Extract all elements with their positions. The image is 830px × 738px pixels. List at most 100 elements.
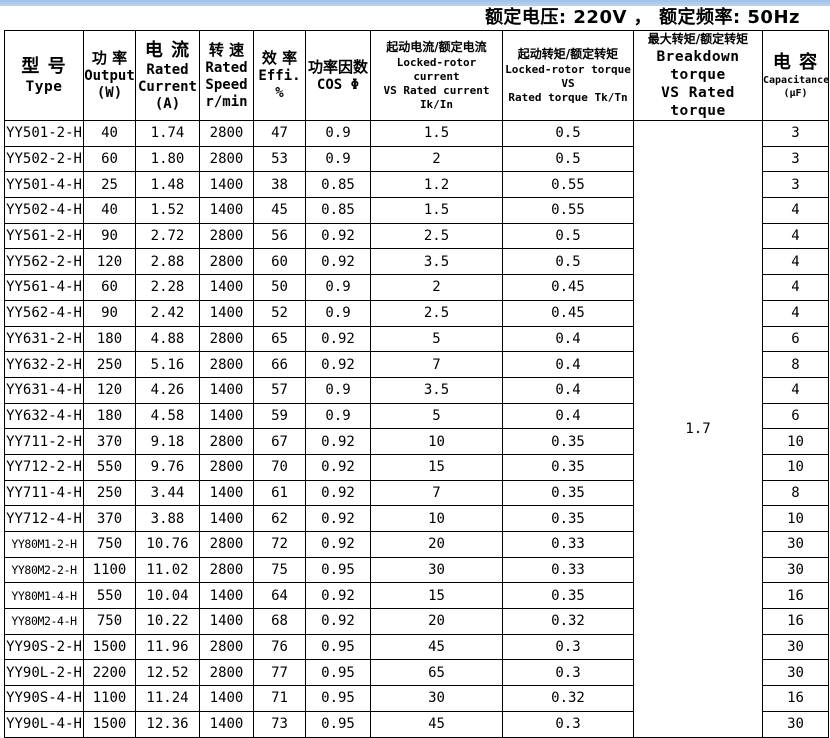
table-row: YY501-4-H 25 1.48 1400 38 0.85 1.2 0.55 3 — [4, 171, 829, 199]
efficiency-cell: 65 — [253, 325, 306, 353]
cos-cell: 0.85 — [305, 197, 371, 224]
cos-cell: 0.92 — [305, 428, 371, 455]
locked-rotor-torque-cell: 0.33 — [502, 556, 634, 584]
header-lrt-en2: Rated torque Tk/Tn — [508, 91, 628, 104]
current-cell: 1.52 — [135, 197, 200, 224]
rating-line: 额定电压: 220V ， 额定频率: 50Hz — [484, 7, 800, 28]
capacitance-cell: 30 — [762, 710, 829, 738]
locked-rotor-current-cell: 7 — [370, 351, 503, 378]
speed-cell: 2800 — [199, 428, 254, 455]
header-cos-en: COS Φ — [316, 76, 360, 93]
current-cell: 4.88 — [135, 325, 200, 353]
current-cell: 4.26 — [135, 376, 200, 404]
efficiency-cell: 68 — [253, 608, 306, 635]
efficiency-cell: 47 — [253, 120, 306, 147]
speed-cell: 1400 — [199, 505, 254, 532]
header-row: 型 号 Type 功 率 Output (W) 电 流 Rated Curren… — [4, 30, 829, 121]
header-output-en: Output — [84, 68, 135, 84]
current-cell: 3.44 — [135, 479, 200, 507]
table-row: YY632-4-H 180 4.58 1400 59 0.9 5 0.4 6 — [4, 402, 829, 430]
locked-rotor-torque-cell: 0.35 — [502, 453, 634, 481]
breakdown-torque-merged-cell: 1.7 — [633, 120, 763, 738]
locked-rotor-torque-cell: 0.4 — [502, 376, 634, 404]
table-row: YY90S-2-H 1500 11.96 2800 76 0.95 45 0.3 30 — [4, 633, 829, 661]
efficiency-cell: 52 — [253, 299, 306, 327]
locked-rotor-current-cell: 2.5 — [370, 222, 503, 250]
type-cell: YY712-4-H — [4, 505, 84, 532]
locked-rotor-torque-cell: 0.4 — [502, 351, 634, 378]
locked-rotor-current-cell: 3.5 — [370, 248, 503, 276]
capacitance-cell: 3 — [762, 171, 829, 199]
cos-cell: 0.92 — [305, 505, 371, 532]
type-cell: YY562-4-H — [4, 299, 84, 327]
locked-rotor-current-cell: 45 — [370, 633, 503, 661]
cos-cell: 0.92 — [305, 531, 371, 558]
speed-cell: 1400 — [199, 479, 254, 507]
speed-cell: 2800 — [199, 325, 254, 353]
speed-cell: 1400 — [199, 582, 254, 610]
output-cell: 750 — [83, 608, 136, 635]
cos-cell: 0.9 — [305, 120, 371, 147]
header-speed-en1: Rated — [205, 59, 248, 76]
capacitance-cell: 4 — [762, 274, 829, 301]
current-cell: 10.04 — [135, 582, 200, 610]
current-cell: 11.24 — [135, 685, 200, 712]
locked-rotor-torque-cell: 0.45 — [502, 274, 634, 301]
cos-cell: 0.92 — [305, 608, 371, 635]
speed-cell: 2800 — [199, 248, 254, 276]
efficiency-cell: 66 — [253, 351, 306, 378]
cos-cell: 0.92 — [305, 479, 371, 507]
current-cell: 1.48 — [135, 171, 200, 199]
type-cell: YY711-4-H — [4, 479, 84, 507]
header-bt-cn: 最大转矩/额定转矩 — [647, 32, 749, 46]
type-cell: YY90L-2-H — [4, 659, 84, 687]
locked-rotor-torque-cell: 0.55 — [502, 171, 634, 199]
locked-rotor-torque-cell: 0.35 — [502, 479, 634, 507]
locked-rotor-current-cell: 30 — [370, 685, 503, 712]
type-cell: YY631-2-H — [4, 325, 84, 353]
type-cell: YY80M1-4-H — [4, 582, 84, 610]
speed-cell: 1400 — [199, 197, 254, 224]
type-cell: YY631-4-H — [4, 376, 84, 404]
cos-cell: 0.9 — [305, 299, 371, 327]
type-cell: YY711-2-H — [4, 428, 84, 455]
locked-rotor-current-cell: 20 — [370, 531, 503, 558]
current-cell: 10.76 — [135, 531, 200, 558]
header-cap-unit: (μF) — [783, 88, 808, 99]
header-bt-en2: VS Rated torque — [661, 85, 735, 119]
locked-rotor-current-cell: 1.2 — [370, 171, 503, 199]
locked-rotor-torque-cell: 0.35 — [502, 505, 634, 532]
efficiency-cell: 71 — [253, 685, 306, 712]
capacitance-cell: 16 — [762, 608, 829, 635]
speed-cell: 2800 — [199, 556, 254, 584]
output-cell: 40 — [83, 197, 136, 224]
capacitance-cell: 16 — [762, 582, 829, 610]
efficiency-cell: 73 — [253, 710, 306, 738]
locked-rotor-current-cell: 65 — [370, 659, 503, 687]
output-cell: 1500 — [83, 633, 136, 661]
header-output-unit: (W) — [96, 85, 123, 101]
speed-cell: 1400 — [199, 171, 254, 199]
locked-rotor-torque-cell: 0.5 — [502, 145, 634, 173]
output-cell: 120 — [83, 248, 136, 276]
col-header-capacitance: 电 容 Capacitance (μF) — [762, 30, 829, 121]
cos-cell: 0.95 — [305, 659, 371, 687]
locked-rotor-torque-cell: 0.3 — [502, 710, 634, 738]
speed-cell: 1400 — [199, 274, 254, 301]
header-cos-cn: 功率因数 — [307, 57, 368, 76]
type-cell: YY502-4-H — [4, 197, 84, 224]
efficiency-cell: 62 — [253, 505, 306, 532]
output-cell: 180 — [83, 325, 136, 353]
table-row: YY631-4-H 120 4.26 1400 57 0.9 3.5 0.4 4 — [4, 376, 829, 404]
output-cell: 370 — [83, 505, 136, 532]
locked-rotor-current-cell: 20 — [370, 608, 503, 635]
cos-cell: 0.95 — [305, 556, 371, 584]
header-current-cn: 电 流 — [144, 39, 191, 61]
col-header-breakdown-torque: 最大转矩/额定转矩 Breakdown torque VS Rated torq… — [633, 30, 763, 121]
capacitance-cell: 16 — [762, 685, 829, 712]
efficiency-cell: 56 — [253, 222, 306, 250]
table-row: YY711-2-H 370 9.18 2800 67 0.92 10 0.35 10 — [4, 428, 829, 455]
col-header-speed: 转 速 Rated Speed r/min — [199, 30, 254, 121]
type-cell: YY712-2-H — [4, 453, 84, 481]
locked-rotor-torque-cell: 0.4 — [502, 402, 634, 430]
